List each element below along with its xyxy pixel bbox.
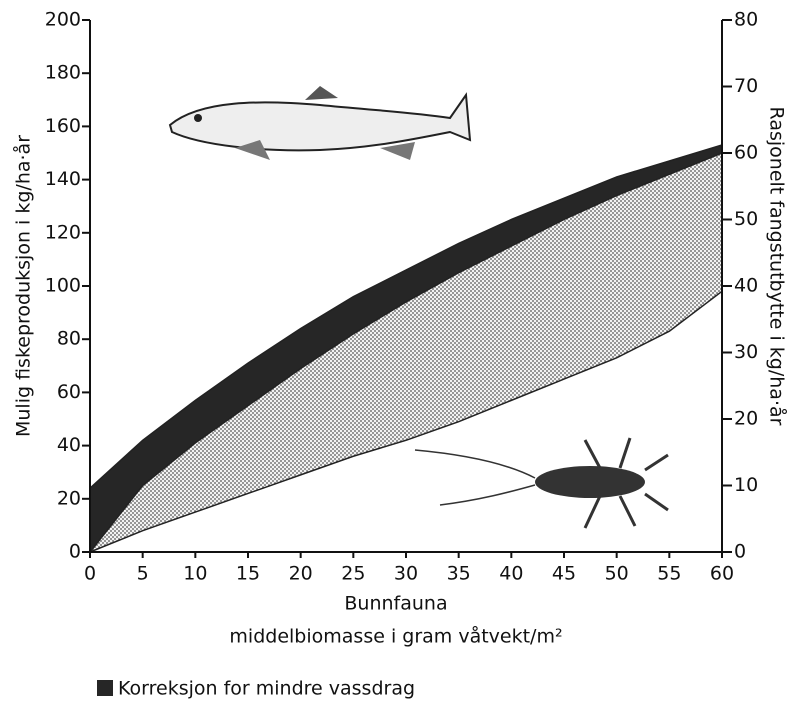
y2-tick-label: 60 <box>734 142 758 164</box>
x-tick-label: 30 <box>394 563 418 585</box>
y-axis-label: Mulig fiskeproduksjon i kg/ha·år <box>12 135 35 437</box>
x-axis-label: Bunnfauna <box>344 593 447 615</box>
trout-illustration <box>168 86 472 160</box>
boundary-line <box>89 290 723 553</box>
y2-tick-label: 30 <box>734 341 758 363</box>
y-tick-label: 160 <box>45 115 81 137</box>
y2-tick-label: 40 <box>734 275 758 297</box>
y2-tick-label: 80 <box>734 9 758 31</box>
x-tick-label: 35 <box>447 563 471 585</box>
y-tick-label: 180 <box>45 62 81 84</box>
x-tick-label: 45 <box>552 563 576 585</box>
y-tick-label: 80 <box>57 328 81 350</box>
legend-label: Korreksjon for mindre vassdrag <box>118 678 415 700</box>
y-tick-label: 100 <box>45 275 81 297</box>
x-tick-label: 50 <box>605 563 629 585</box>
x-axis-label: middelbiomasse i gram våtvekt/m² <box>229 625 562 648</box>
x-tick-label: 55 <box>657 563 681 585</box>
y-tick-label: 200 <box>45 9 81 31</box>
y2-tick-label: 10 <box>734 474 758 496</box>
x-tick-label: 10 <box>183 563 207 585</box>
y2-axis-label: Rasjonelt fangstutbytte i kg/ha·år <box>766 107 789 426</box>
x-tick-label: 0 <box>84 563 96 585</box>
x-tick-label: 15 <box>236 563 260 585</box>
x-tick-label: 5 <box>137 563 149 585</box>
x-tick-label: 60 <box>710 563 734 585</box>
x-tick-label: 25 <box>341 563 365 585</box>
y-tick-label: 60 <box>57 381 81 403</box>
y2-tick-label: 0 <box>734 541 746 563</box>
y-tick-label: 120 <box>45 221 81 243</box>
band-area <box>90 153 722 552</box>
nymph-illustration <box>414 437 669 529</box>
y-tick-label: 0 <box>69 541 81 563</box>
boundary-line <box>89 152 723 553</box>
legend-swatch <box>97 680 113 696</box>
y-tick-label: 40 <box>57 434 81 456</box>
x-tick-label: 40 <box>499 563 523 585</box>
boundary-line <box>89 144 723 489</box>
y2-tick-label: 70 <box>734 75 758 97</box>
y2-tick-label: 20 <box>734 408 758 430</box>
y-tick-label: 20 <box>57 487 81 509</box>
y-tick-label: 140 <box>45 168 81 190</box>
y2-tick-label: 50 <box>734 208 758 230</box>
x-tick-label: 20 <box>289 563 313 585</box>
